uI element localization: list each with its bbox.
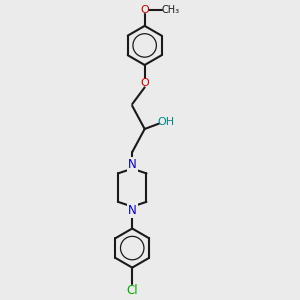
Text: OH: OH (158, 117, 175, 127)
Text: Cl: Cl (126, 284, 138, 297)
Text: CH₃: CH₃ (161, 5, 179, 15)
Text: O: O (140, 78, 149, 88)
Text: O: O (140, 5, 149, 15)
Text: N: N (128, 158, 136, 171)
Text: N: N (128, 204, 136, 217)
